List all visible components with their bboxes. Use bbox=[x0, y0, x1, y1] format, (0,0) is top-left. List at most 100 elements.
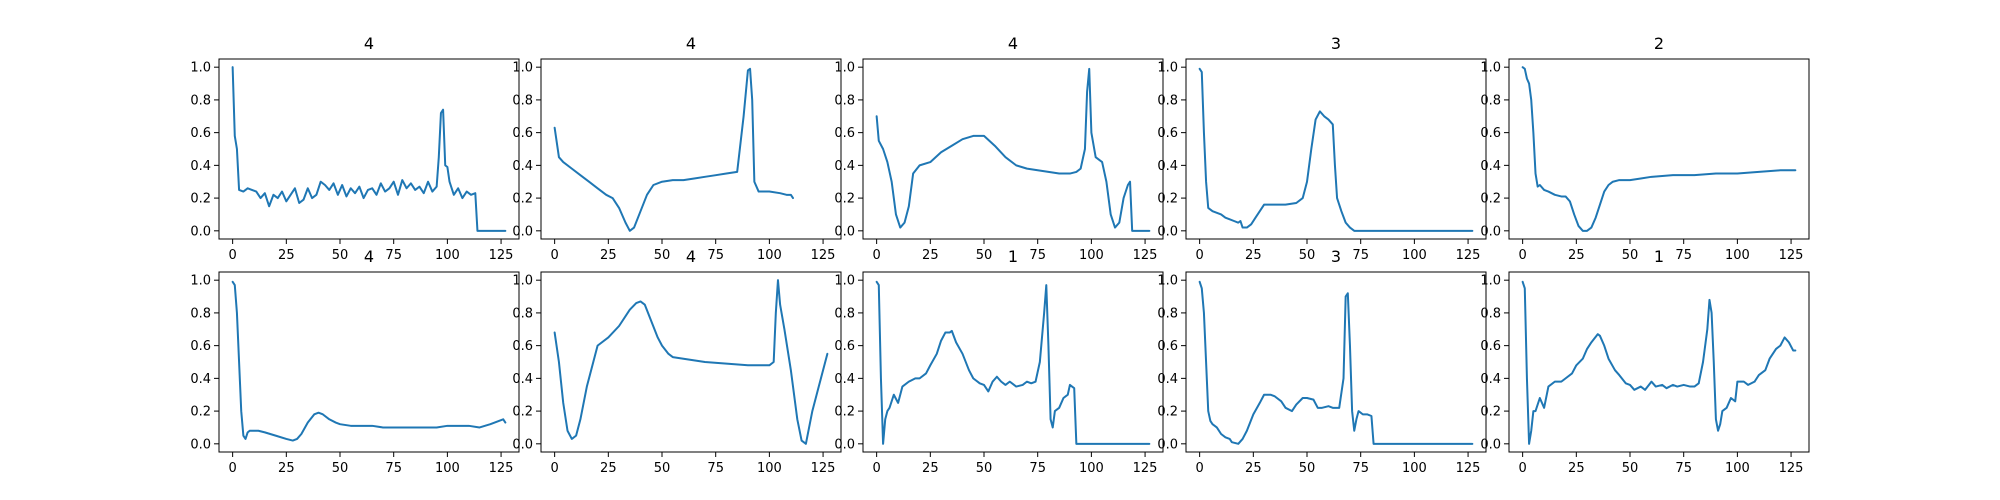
y-tick-label: 1.0 bbox=[512, 274, 533, 289]
y-tick-label: 0.4 bbox=[190, 159, 211, 174]
axes-frame bbox=[540, 271, 842, 453]
y-tick-label: 0.4 bbox=[512, 372, 533, 387]
y-tick-label: 1.0 bbox=[834, 61, 855, 76]
series-line bbox=[1198, 280, 1474, 445]
y-tick-label: 0.0 bbox=[512, 224, 533, 239]
series-line bbox=[1521, 66, 1797, 232]
subplot-3: 4 0 25 50 75 100 125 0.0 0.2 0.4 0.6 0.8 1.0 bbox=[834, 34, 1164, 263]
y-tick-label: 0.8 bbox=[1157, 306, 1178, 321]
y-tick-label: 0.2 bbox=[190, 192, 211, 207]
axes-frame bbox=[862, 58, 1164, 240]
x-tick-label: 125 bbox=[1133, 461, 1158, 476]
series-line bbox=[875, 67, 1151, 232]
x-tick-label: 100 bbox=[757, 248, 782, 263]
axes-frame bbox=[1185, 271, 1487, 453]
y-tick-label: 0.4 bbox=[1157, 159, 1178, 174]
y-tick-label: 0.4 bbox=[1480, 159, 1501, 174]
y-tick-label: 0.6 bbox=[190, 339, 211, 354]
y-tick-label: 1.0 bbox=[1157, 61, 1178, 76]
x-tick-label: 50 bbox=[976, 248, 993, 263]
y-tick-label: 0.0 bbox=[834, 437, 855, 452]
x-tick-label: 50 bbox=[1622, 461, 1639, 476]
y-tick-label: 0.2 bbox=[1157, 192, 1178, 207]
x-tick-label: 100 bbox=[435, 461, 460, 476]
subplot-title: 4 bbox=[364, 247, 374, 266]
y-tick-label: 0.6 bbox=[1157, 126, 1178, 141]
y-tick-label: 0.2 bbox=[1157, 405, 1178, 420]
axes-frame bbox=[862, 271, 1164, 453]
x-tick-label: 0 bbox=[1518, 248, 1526, 263]
subplot-2: 4 0 25 50 75 100 125 0.0 0.2 0.4 0.6 0.8 1.0 bbox=[512, 34, 842, 263]
x-tick-label: 25 bbox=[1245, 461, 1262, 476]
x-tick-label: 50 bbox=[654, 248, 671, 263]
x-tick-label: 25 bbox=[600, 248, 617, 263]
y-tick-label: 0.2 bbox=[1480, 405, 1501, 420]
x-tick-label: 125 bbox=[1456, 248, 1481, 263]
x-tick-label: 75 bbox=[1029, 248, 1046, 263]
y-tick-label: 0.2 bbox=[834, 405, 855, 420]
y-tick-label: 0.8 bbox=[1480, 306, 1501, 321]
x-tick-label: 100 bbox=[1725, 461, 1750, 476]
axes-frame bbox=[1508, 58, 1810, 240]
x-tick-label: 50 bbox=[332, 461, 349, 476]
x-tick-label: 50 bbox=[1299, 461, 1316, 476]
subplot-title: 1 bbox=[1654, 247, 1664, 266]
subplot-6: 4 0 25 50 75 100 125 0.0 0.2 0.4 0.6 0.8 1.0 bbox=[190, 247, 520, 476]
y-tick-label: 0.6 bbox=[1480, 339, 1501, 354]
x-tick-label: 50 bbox=[1299, 248, 1316, 263]
subplot-7: 4 0 25 50 75 100 125 0.0 0.2 0.4 0.6 0.8 1.0 bbox=[512, 247, 842, 476]
y-tick-label: 0.8 bbox=[190, 93, 211, 108]
y-tick-label: 0.6 bbox=[1157, 339, 1178, 354]
x-tick-label: 100 bbox=[1079, 461, 1104, 476]
x-tick-label: 125 bbox=[489, 248, 514, 263]
y-tick-label: 0.0 bbox=[512, 437, 533, 452]
x-tick-label: 0 bbox=[1195, 248, 1203, 263]
x-tick-label: 100 bbox=[1402, 461, 1427, 476]
y-tick-label: 0.0 bbox=[1480, 437, 1501, 452]
y-tick-label: 0.4 bbox=[1157, 372, 1178, 387]
axes-frame bbox=[540, 58, 842, 240]
x-tick-label: 25 bbox=[278, 248, 295, 263]
x-tick-label: 25 bbox=[278, 461, 295, 476]
y-tick-label: 0.4 bbox=[190, 372, 211, 387]
x-tick-label: 125 bbox=[1779, 461, 1804, 476]
x-tick-label: 0 bbox=[1518, 461, 1526, 476]
subplot-title: 2 bbox=[1654, 34, 1664, 53]
x-tick-label: 125 bbox=[1779, 248, 1804, 263]
y-tick-label: 0.4 bbox=[512, 159, 533, 174]
y-tick-label: 0.4 bbox=[1480, 372, 1501, 387]
y-tick-label: 0.6 bbox=[834, 126, 855, 141]
x-tick-label: 25 bbox=[1568, 248, 1585, 263]
y-tick-label: 1.0 bbox=[834, 274, 855, 289]
x-tick-label: 0 bbox=[228, 461, 236, 476]
subplot-8: 1 0 25 50 75 100 125 0.0 0.2 0.4 0.6 0.8 1.0 bbox=[834, 247, 1164, 476]
y-tick-label: 1.0 bbox=[512, 61, 533, 76]
x-tick-label: 75 bbox=[1675, 248, 1692, 263]
x-tick-label: 25 bbox=[1568, 461, 1585, 476]
y-tick-label: 0.0 bbox=[1480, 224, 1501, 239]
y-tick-label: 1.0 bbox=[1480, 61, 1501, 76]
x-tick-label: 50 bbox=[654, 461, 671, 476]
y-tick-label: 0.8 bbox=[1480, 93, 1501, 108]
subplot-title: 4 bbox=[686, 247, 696, 266]
y-tick-label: 1.0 bbox=[190, 274, 211, 289]
x-tick-label: 125 bbox=[811, 248, 836, 263]
x-tick-label: 25 bbox=[600, 461, 617, 476]
y-tick-label: 0.8 bbox=[834, 93, 855, 108]
axes-frame bbox=[1185, 58, 1487, 240]
y-tick-label: 0.0 bbox=[190, 437, 211, 452]
y-tick-label: 0.6 bbox=[512, 339, 533, 354]
subplot-10: 1 0 25 50 75 100 125 0.0 0.2 0.4 0.6 0.8 1.0 bbox=[1480, 247, 1810, 476]
y-tick-label: 0.8 bbox=[512, 306, 533, 321]
x-tick-label: 50 bbox=[976, 461, 993, 476]
y-tick-label: 1.0 bbox=[190, 61, 211, 76]
x-tick-label: 125 bbox=[1133, 248, 1158, 263]
x-tick-label: 75 bbox=[1029, 461, 1046, 476]
y-tick-label: 0.0 bbox=[190, 224, 211, 239]
subplot-4: 3 0 25 50 75 100 125 0.0 0.2 0.4 0.6 0.8 1.0 bbox=[1157, 34, 1487, 263]
series-line bbox=[875, 280, 1151, 445]
y-tick-label: 0.0 bbox=[834, 224, 855, 239]
series-line bbox=[553, 67, 794, 232]
